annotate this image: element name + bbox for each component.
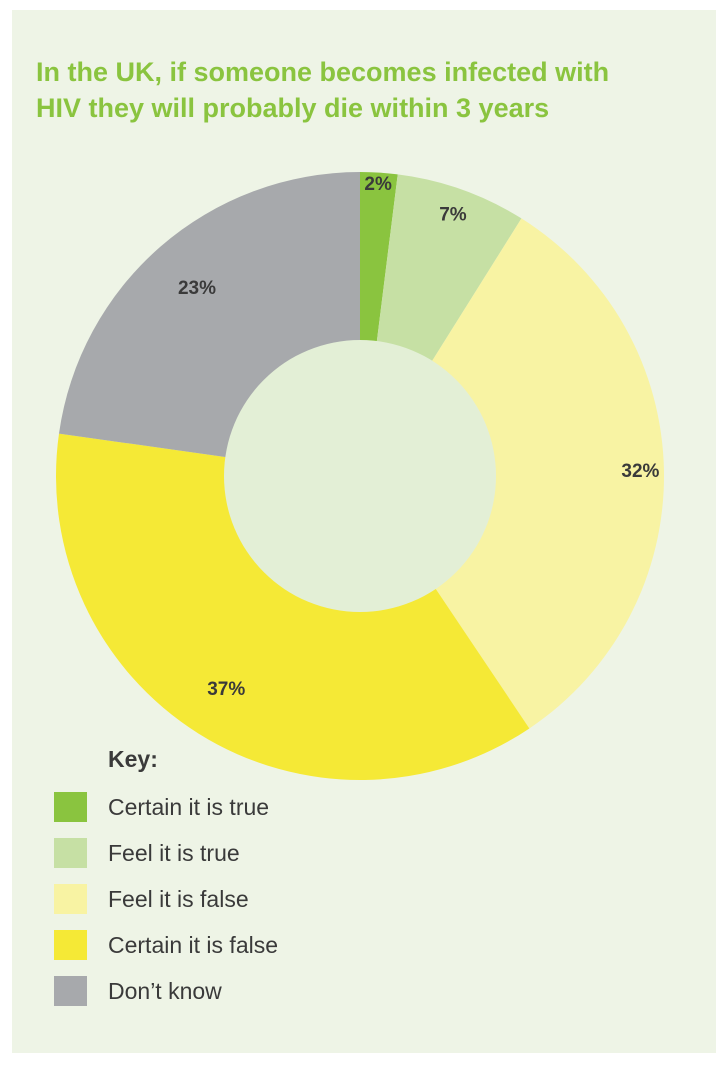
- legend-item-certain-it-is-true: Certain it is true: [54, 784, 454, 830]
- donut-labels: 2% 7% 32% 37% 23%: [178, 174, 660, 700]
- donut-slices: [56, 172, 664, 780]
- legend-swatch-don-t-know: [54, 976, 87, 1006]
- legend-swatch-feel-it-is-true: [54, 838, 87, 868]
- slice-feel-it-is-false: [360, 218, 664, 729]
- legend-label-feel-it-is-true: Feel it is true: [108, 839, 240, 866]
- data-label-certain-it-is-true: 2%: [364, 174, 392, 195]
- chart-title: In the UK, if someone becomes infected w…: [36, 54, 696, 126]
- chart-title-line-1: In the UK, if someone becomes infected w…: [36, 57, 610, 87]
- legend-swatch-feel-it-is-false: [54, 884, 87, 914]
- data-label-feel-it-is-true: 7%: [439, 204, 467, 225]
- data-label-feel-it-is-false: 32%: [621, 461, 659, 482]
- legend-label-feel-it-is-false: Feel it is false: [108, 885, 249, 912]
- legend-item-certain-it-is-false: Certain it is false: [54, 922, 454, 968]
- donut-hole: [224, 340, 496, 612]
- legend-swatch-certain-it-is-false: [54, 930, 87, 960]
- legend-item-don-t-know: Don’t know: [54, 968, 454, 1014]
- legend-title: Key:: [108, 746, 158, 772]
- slice-certain-it-is-false: [56, 433, 530, 780]
- chart-title-line-2: HIV they will probably die within 3 year…: [36, 93, 550, 123]
- data-label-certain-it-is-false: 37%: [207, 679, 245, 700]
- legend-label-certain-it-is-false: Certain it is false: [108, 931, 279, 958]
- legend-label-certain-it-is-true: Certain it is true: [108, 793, 270, 820]
- legend-swatch-certain-it-is-true: [54, 792, 87, 822]
- legend-label-don-t-know: Don’t know: [108, 977, 222, 1004]
- legend-item-feel-it-is-true: Feel it is true: [54, 830, 454, 876]
- legend-item-feel-it-is-false: Feel it is false: [54, 876, 454, 922]
- data-label-don-t-know: 23%: [178, 278, 216, 299]
- legend: Key: Certain it is true Feel it is true Fe…: [54, 742, 454, 1014]
- legend-items: Certain it is true Feel it is true Feel it…: [54, 784, 454, 1014]
